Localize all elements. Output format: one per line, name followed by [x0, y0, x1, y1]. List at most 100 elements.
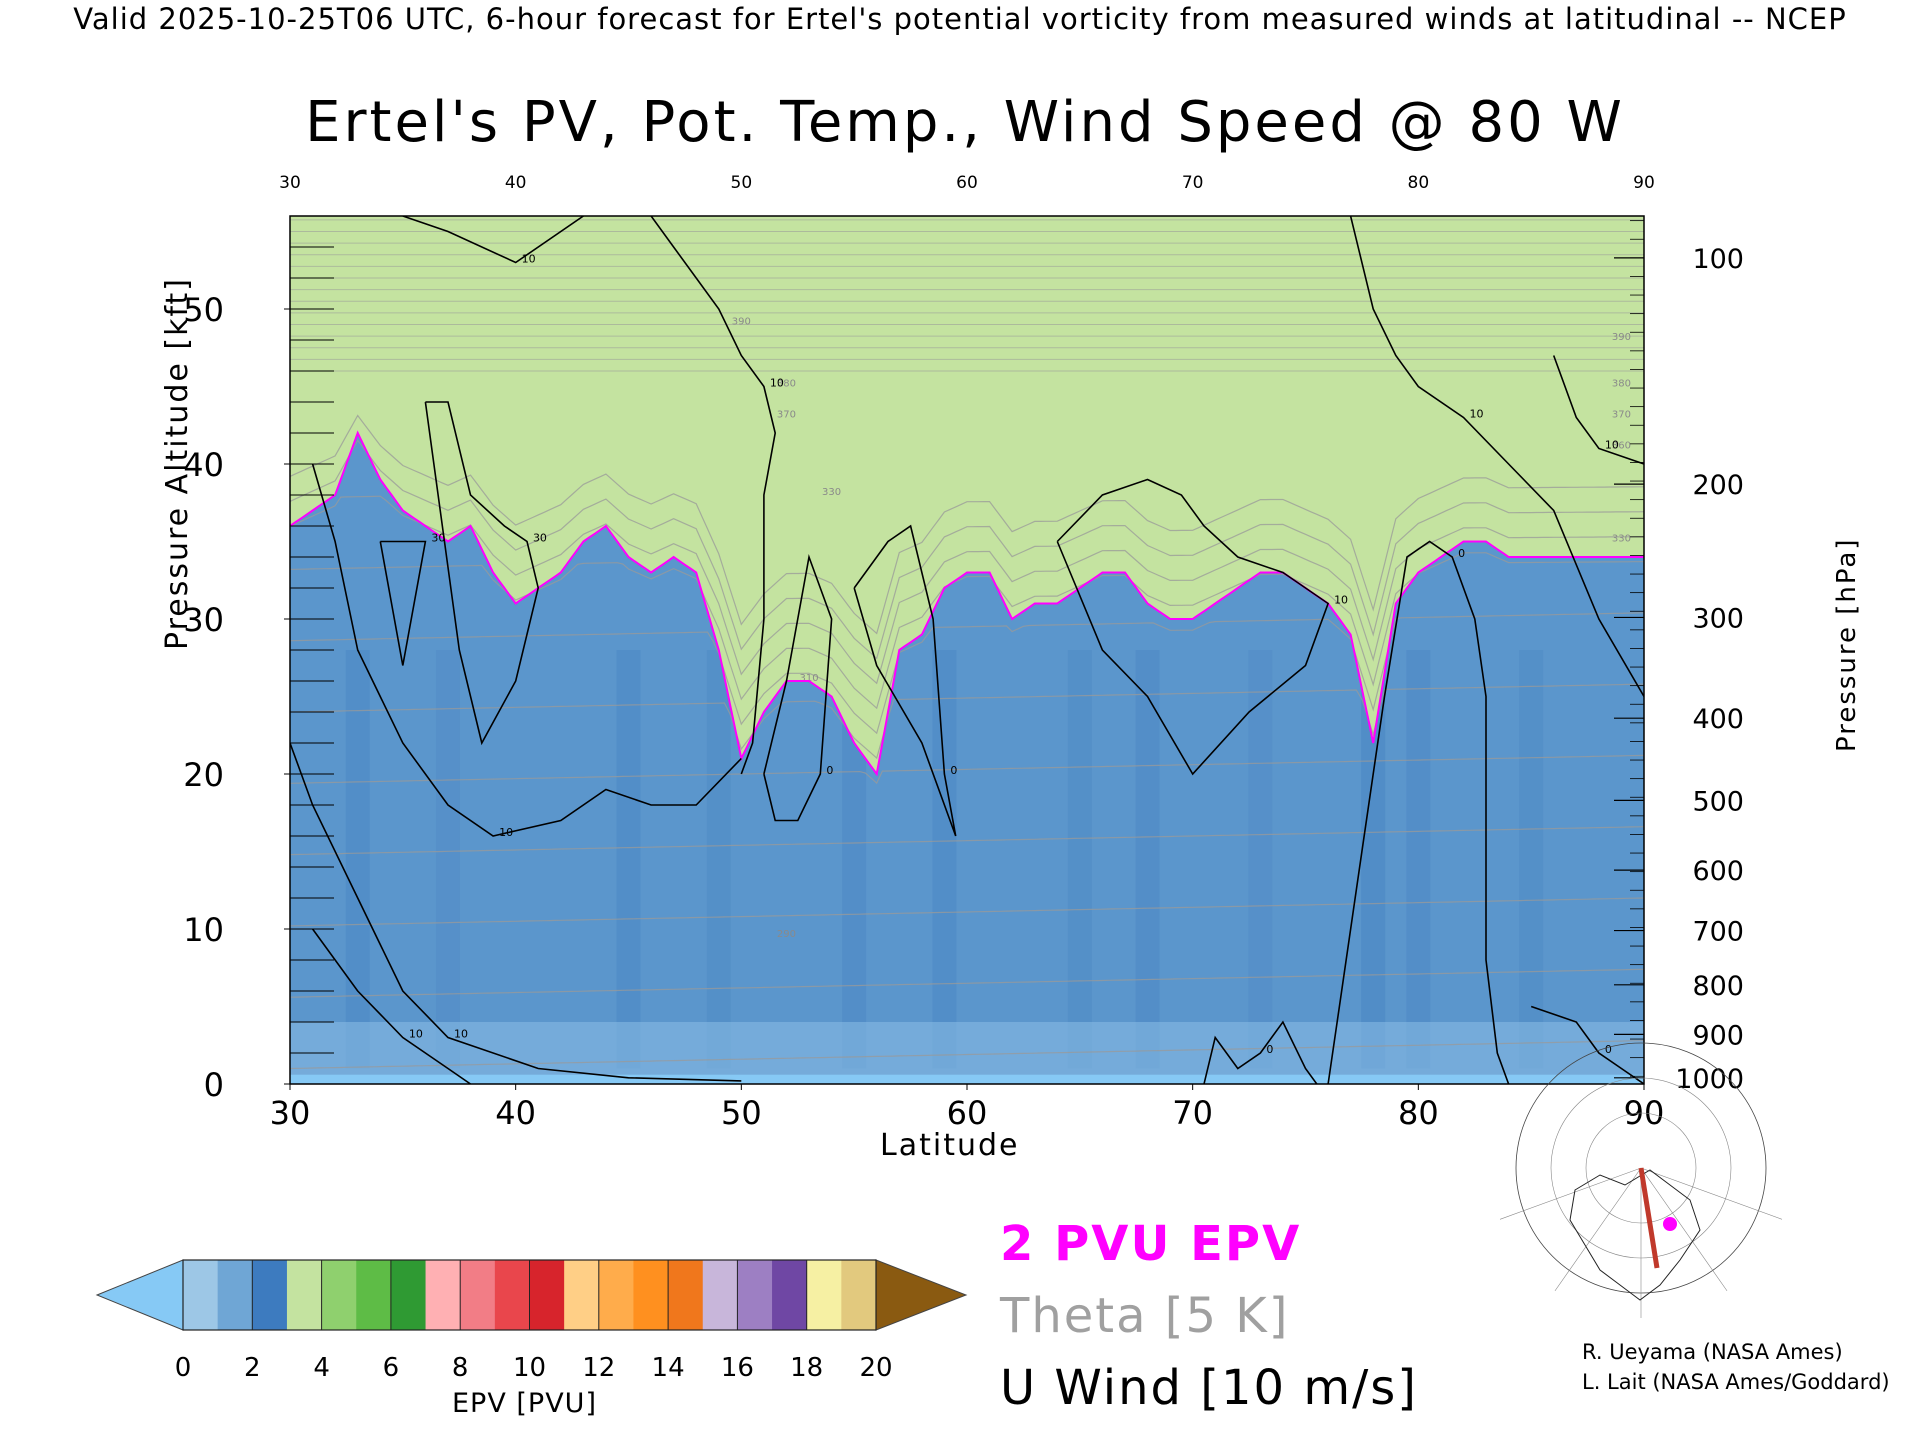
pvu-2-contour [290, 430, 1644, 777]
u-wind-contour [379, 540, 427, 666]
legend-2pvu: 2 PVU EPV [1000, 1216, 1302, 1272]
epv-streak [706, 650, 731, 1069]
u-wind-contour [402, 216, 584, 264]
inset-map-meridian [1554, 1167, 1642, 1292]
u-wind-label: 10 [1334, 594, 1348, 607]
u-wind-contour [1552, 355, 1644, 465]
u-wind-contour [311, 928, 471, 1084]
x-top-tick-label: 90 [1633, 173, 1655, 193]
u-wind-contour [763, 553, 833, 822]
theta-contour [290, 754, 1644, 785]
colorbar-swatch [598, 1260, 634, 1330]
u-wind-label: 30 [533, 532, 547, 545]
y-tick-label: 20 [183, 756, 224, 794]
epv-streak [435, 650, 460, 1069]
u-wind-contour [1530, 1005, 1644, 1084]
u-wind-contour [853, 524, 957, 837]
y-axis-title-right: Pressure [hPa] [1832, 537, 1862, 753]
y-axis-title-left: Pressure Altitude [kft] [160, 277, 195, 650]
x-tick-label: 70 [1172, 1094, 1213, 1132]
x-top-tick-label: 50 [731, 173, 753, 193]
theta-label: 290 [777, 929, 796, 940]
colorbar-tick-label: 20 [859, 1353, 892, 1383]
colorbar-tick-label: 6 [383, 1353, 400, 1383]
colorbar-tick-label: 10 [513, 1353, 546, 1383]
inset-map-meridian [1640, 1167, 1728, 1292]
epv-streak [1067, 650, 1092, 1069]
theta-contour [290, 1040, 1644, 1070]
u-wind-label: 0 [1458, 547, 1465, 560]
u-wind-contour [424, 401, 540, 746]
theta-contour [290, 968, 1644, 998]
colorbar-swatch [356, 1260, 392, 1330]
colorbar-swatch [494, 1260, 530, 1330]
colorbar-swatch [702, 1260, 738, 1330]
pressure-tick-label: 400 [1692, 704, 1744, 735]
plot-area: 290 310 330 370 380 390 330 360 370 380 390 10 30 30 1… [290, 216, 1644, 1084]
pressure-tick-label: 500 [1692, 786, 1744, 817]
pressure-tick-label: 200 [1692, 470, 1744, 501]
colorbar-swatch [217, 1260, 253, 1330]
surface-epv-layer [290, 1022, 1644, 1084]
theta-label: 330 [822, 487, 841, 498]
colorbar-label: EPV [PVU] [452, 1388, 597, 1419]
inset-map-section-line [1638, 1167, 1660, 1269]
x-top-tick-label: 60 [956, 173, 978, 193]
valid-time-header: Valid 2025-10-25T06 UTC, 6-hour forecast… [73, 2, 1847, 36]
colorbar-swatch [390, 1260, 427, 1330]
u-wind-contour [1056, 478, 1330, 776]
y-tick-label: 30 [183, 601, 224, 639]
pressure-tick-label: 600 [1692, 856, 1744, 887]
theta-label: 360 [1612, 441, 1631, 452]
theta-contour [290, 683, 1644, 760]
u-wind-label: 10 [499, 826, 513, 839]
u-wind-contour [1327, 540, 1510, 1084]
u-wind-contour [1203, 1020, 1318, 1084]
epv-band-2 [290, 216, 1644, 774]
theta-label: 390 [732, 317, 751, 328]
x-tick-label: 60 [947, 1094, 988, 1132]
y-tick-label: 10 [183, 911, 224, 949]
axes: 30 30 40 40 50 50 60 60 70 70 80 80 90 900 10 20 30 40 50 1… [183, 173, 1744, 1132]
colorbar-swatch [425, 1260, 461, 1330]
colorbar-tick-label: 0 [175, 1353, 192, 1383]
u-wind-label: 10 [1605, 439, 1619, 452]
u-wind-label: 10 [1469, 408, 1483, 421]
u-wind-contour [1349, 216, 1644, 697]
colorbar-swatch [772, 1260, 808, 1330]
colorbar-swatch [321, 1260, 357, 1330]
theta-label: 310 [799, 673, 818, 684]
colorbar-tick-label: 18 [790, 1353, 823, 1383]
x-top-tick-label: 30 [279, 173, 301, 193]
epv-streak [932, 650, 957, 1069]
colorbar-swatch [529, 1260, 565, 1330]
epv-streak [1248, 650, 1273, 1069]
u-wind-label: 0 [826, 764, 833, 777]
inset-map [1499, 1042, 1783, 1318]
y-tick-label: 40 [183, 446, 224, 484]
u-wind-label: 0 [1605, 1043, 1612, 1056]
colorbar-tick-label: 8 [452, 1353, 469, 1383]
colorbar-min-arrow [95, 1259, 184, 1331]
epv-streak [1135, 650, 1160, 1069]
x-top-tick-label: 70 [1182, 173, 1204, 193]
pressure-tick-label: 900 [1692, 1020, 1744, 1051]
theta-label: 380 [777, 379, 796, 390]
x-top-tick-label: 40 [505, 173, 527, 193]
colorbar-tick-label: 2 [244, 1353, 261, 1383]
pressure-tick-label: 800 [1692, 971, 1744, 1002]
epv-streak [1519, 650, 1544, 1069]
colorbar-swatch [806, 1260, 842, 1330]
legend-theta: Theta [5 K] [1000, 1288, 1290, 1344]
colorbar-swatch [564, 1260, 600, 1330]
colorbar-swatch [183, 1260, 219, 1330]
colorbar-swatch [841, 1260, 877, 1330]
colorbar-swatch [737, 1260, 773, 1330]
inset-map-coastline [1569, 1169, 1701, 1301]
colorbar-border [182, 1259, 877, 1331]
surface-epv-strip [290, 1074, 1644, 1084]
inset-map-meridian [1640, 1167, 1783, 1220]
theta-contour [290, 897, 1644, 927]
theta-label: 330 [1612, 534, 1631, 545]
